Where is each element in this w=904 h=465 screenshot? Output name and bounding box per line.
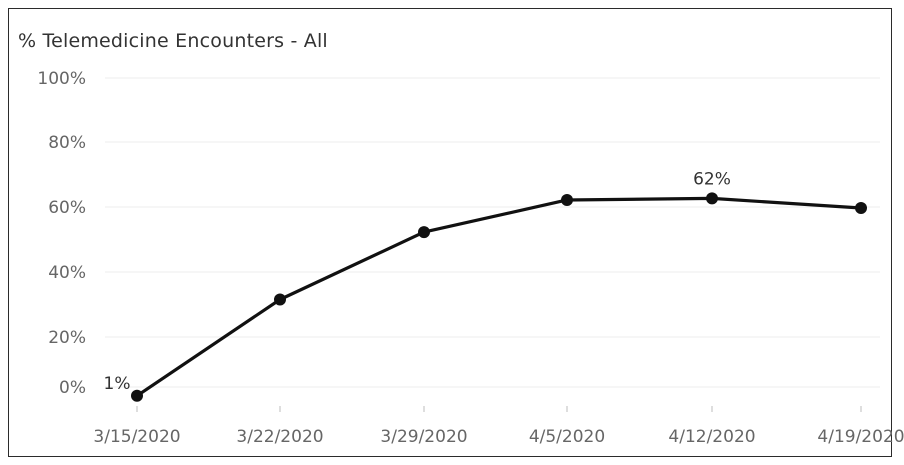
data-point	[855, 202, 867, 215]
chart-title: % Telemedicine Encounters - All	[18, 30, 328, 52]
data-point	[131, 389, 143, 402]
y-tick-label: 60%	[48, 198, 86, 218]
y-tick-label: 0%	[59, 378, 86, 398]
x-tick-label: 4/12/2020	[668, 427, 755, 447]
y-tick-label: 20%	[48, 328, 86, 348]
x-tick-label: 4/5/2020	[529, 427, 605, 447]
data-labels: 1% 62%	[104, 169, 731, 393]
x-tick-label: 3/22/2020	[236, 427, 323, 447]
y-tick-label: 80%	[48, 133, 86, 153]
data-point	[418, 226, 430, 239]
y-axis-ticks: 0% 20% 40% 60% 80% 100%	[37, 69, 86, 398]
x-tick-label: 3/15/2020	[93, 427, 180, 447]
series-line-path	[135, 196, 863, 398]
x-tick-label: 4/19/2020	[817, 427, 904, 447]
x-tick-label: 3/29/2020	[380, 427, 467, 447]
x-axis-ticks: 3/15/2020 3/22/2020 3/29/2020 4/5/2020 4/12/…	[93, 406, 904, 447]
series-line	[135, 196, 863, 398]
data-point	[706, 192, 718, 205]
data-point	[561, 193, 573, 206]
data-label: 1%	[104, 374, 131, 394]
y-tick-label: 100%	[37, 69, 86, 89]
y-tick-label: 40%	[48, 263, 86, 283]
data-points	[131, 192, 867, 402]
gridlines	[105, 77, 880, 388]
data-label: 62%	[693, 169, 731, 189]
data-point	[274, 293, 286, 306]
